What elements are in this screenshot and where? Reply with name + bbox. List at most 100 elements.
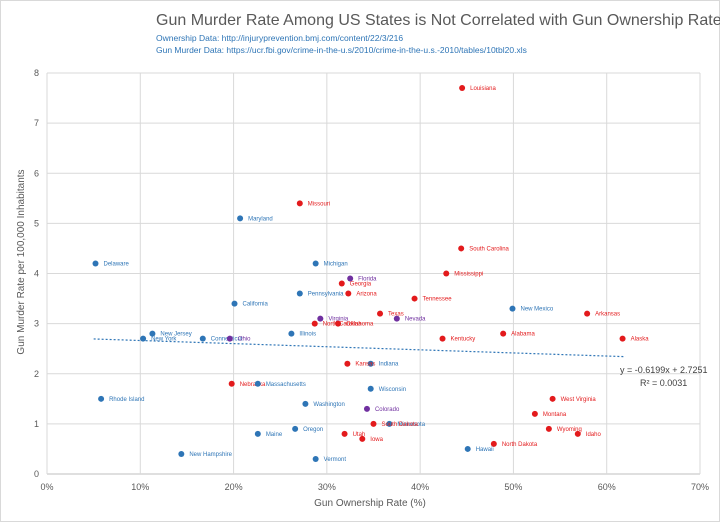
label-new-mexico: New Mexico xyxy=(520,307,553,313)
point-maryland xyxy=(237,215,244,222)
point-west-virginia xyxy=(549,395,556,402)
point-montana xyxy=(531,410,538,417)
label-alabama: Alabama xyxy=(511,332,535,338)
point-kentucky xyxy=(439,335,446,342)
point-south-dakota xyxy=(370,420,377,427)
label-ohio: Ohio xyxy=(238,337,251,343)
point-iowa xyxy=(359,435,366,442)
label-illinois: Illinois xyxy=(299,332,316,338)
point-nevada xyxy=(393,315,400,322)
x-tick-label: 20% xyxy=(225,482,243,492)
y-tick-label: 8 xyxy=(34,68,39,78)
label-maryland: Maryland xyxy=(248,216,273,222)
label-hawaii: Hawaii xyxy=(476,447,494,453)
point-illinois xyxy=(288,330,295,337)
label-virginia: Virginia xyxy=(328,317,349,323)
label-new-york: New York xyxy=(151,337,177,343)
point-new-york xyxy=(140,335,147,342)
point-florida xyxy=(347,275,354,282)
x-tick-label: 40% xyxy=(411,482,429,492)
label-georgia: Georgia xyxy=(350,282,372,288)
label-north-dakota: North Dakota xyxy=(502,442,538,448)
label-iowa: Iowa xyxy=(370,437,383,443)
y-tick-label: 5 xyxy=(34,218,39,228)
y-axis-label: Gun Murder Rate per 100,000 Inhabitants xyxy=(16,169,27,354)
point-missouri xyxy=(296,200,303,207)
point-colorado xyxy=(363,405,370,412)
label-minnesota: Minnesota xyxy=(397,422,425,428)
label-arkansas: Arkansas xyxy=(595,312,620,318)
label-oregon: Oregon xyxy=(303,427,323,433)
x-axis-label: Gun Ownership Rate (%) xyxy=(314,498,426,509)
point-new-mexico xyxy=(509,305,516,312)
label-new-hampshire: New Hampshire xyxy=(189,452,232,458)
point-tennessee xyxy=(411,295,418,302)
x-tick-label: 30% xyxy=(318,482,336,492)
point-new-jersey xyxy=(149,330,156,337)
point-south-carolina xyxy=(458,245,465,252)
label-alaska: Alaska xyxy=(631,337,650,343)
label-new-jersey: New Jersey xyxy=(160,332,191,338)
label-indiana: Indiana xyxy=(379,362,399,368)
murder-source-link[interactable]: Gun Murder Data: https://ucr.fbi.gov/cri… xyxy=(156,45,527,55)
label-kansas: Kansas xyxy=(355,362,375,368)
point-kansas xyxy=(344,360,351,367)
data-points: Louisiana Missouri Maryland South Carolina D… xyxy=(92,85,650,463)
point-washington xyxy=(302,400,309,407)
y-tick-label: 0 xyxy=(34,469,39,479)
point-pennsylvania xyxy=(296,290,303,297)
trendline-path xyxy=(93,338,626,358)
point-massachusetts xyxy=(254,380,261,387)
gridlines xyxy=(46,72,701,475)
point-louisiana xyxy=(459,85,466,92)
label-wisconsin: Wisconsin xyxy=(379,387,406,393)
point-vermont xyxy=(312,455,319,462)
y-tick-label: 6 xyxy=(34,168,39,178)
x-tick-label: 0% xyxy=(40,482,53,492)
trendline xyxy=(93,338,626,358)
label-wyoming: Wyoming xyxy=(557,427,582,433)
x-tick-label: 60% xyxy=(598,482,616,492)
label-pennsylvania: Pennsylvania xyxy=(308,292,344,298)
point-idaho xyxy=(574,430,581,437)
point-utah xyxy=(341,430,348,437)
label-vermont: Vermont xyxy=(324,457,347,463)
point-mississippi xyxy=(443,270,450,277)
point-new-hampshire xyxy=(178,450,185,457)
point-wisconsin xyxy=(367,385,374,392)
x-tick-label: 70% xyxy=(691,482,709,492)
label-oklahoma: Oklahoma xyxy=(346,322,374,328)
x-tick-label: 10% xyxy=(131,482,149,492)
label-nevada: Nevada xyxy=(405,317,426,323)
tick-labels: 0 1 2 3 4 5 6 7 8 0% 10% 20% 30% 40% 50% 60% 70% xyxy=(34,68,709,492)
y-tick-label: 1 xyxy=(34,419,39,429)
label-delaware: Delaware xyxy=(104,261,130,267)
y-tick-label: 4 xyxy=(34,269,39,279)
point-california xyxy=(231,300,238,307)
y-tick-label: 7 xyxy=(34,118,39,128)
label-california: California xyxy=(243,302,269,308)
label-kentucky: Kentucky xyxy=(451,337,476,343)
y-tick-label: 3 xyxy=(34,319,39,329)
point-minnesota xyxy=(386,420,393,427)
point-arizona xyxy=(345,290,352,297)
point-ohio xyxy=(226,335,233,342)
label-texas: Texas xyxy=(388,312,404,318)
point-delaware xyxy=(92,260,99,267)
label-florida: Florida xyxy=(358,277,377,283)
label-missouri: Missouri xyxy=(308,201,330,207)
label-arizona: Arizona xyxy=(356,292,377,298)
point-oklahoma xyxy=(335,320,342,327)
label-massachusetts: Massachusetts xyxy=(266,382,306,388)
point-georgia xyxy=(338,280,345,287)
point-maine xyxy=(254,430,261,437)
label-louisiana: Louisiana xyxy=(470,86,496,92)
label-mississippi: Mississippi xyxy=(454,272,483,278)
label-connecticut: Connecticut xyxy=(211,337,243,343)
point-north-carolina xyxy=(311,320,318,327)
x-tick-label: 50% xyxy=(504,482,522,492)
r-squared: R² = 0.0031 xyxy=(640,378,687,388)
ownership-source-link[interactable]: Ownership Data: http://injuryprevention.… xyxy=(156,33,404,43)
point-hawaii xyxy=(464,445,471,452)
